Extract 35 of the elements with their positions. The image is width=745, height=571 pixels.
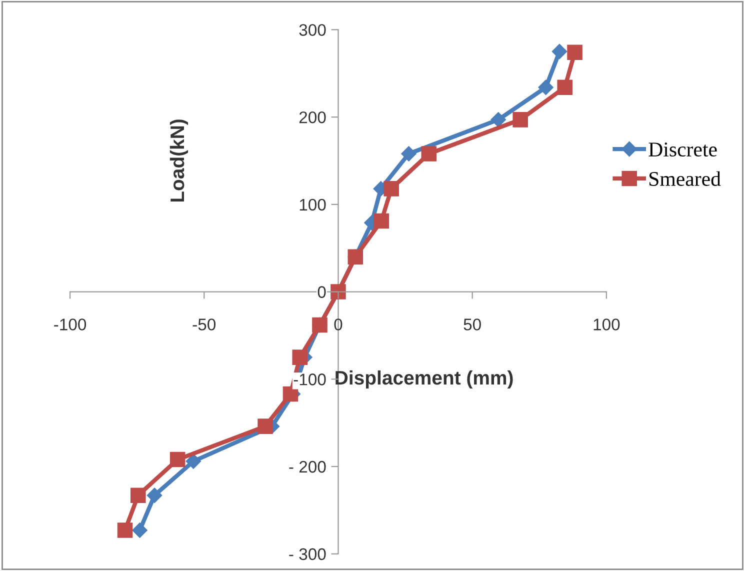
point xyxy=(282,386,298,402)
x-tick-label: 100 xyxy=(594,318,620,330)
point xyxy=(146,488,162,503)
y-axis-title: Load(kN) xyxy=(170,120,188,202)
x-axis-title: Displacement (mm) xyxy=(336,370,513,389)
point xyxy=(292,350,308,365)
point xyxy=(186,454,201,469)
y-tick-label: - 300 xyxy=(289,548,326,560)
y-tick-label: 100 xyxy=(300,198,326,211)
legend-label: Smeared xyxy=(649,171,721,186)
x-tick-label: 0 xyxy=(334,318,342,330)
point xyxy=(512,112,528,128)
point xyxy=(258,418,273,434)
x-tick-label: -100 xyxy=(54,318,86,330)
point xyxy=(132,522,148,538)
point xyxy=(557,80,572,95)
point xyxy=(538,80,554,95)
point xyxy=(401,146,416,162)
y-tick-label: 0 xyxy=(318,286,326,298)
point xyxy=(567,44,582,60)
point xyxy=(552,44,568,60)
legend-label: Discrete xyxy=(648,142,717,157)
point xyxy=(117,522,133,538)
y-tick-label: - 200 xyxy=(289,460,326,473)
x-tick-label: -50 xyxy=(192,318,216,330)
point xyxy=(421,146,437,162)
point xyxy=(384,181,399,196)
point xyxy=(130,488,146,503)
point xyxy=(170,452,186,468)
y-tick-label: 300 xyxy=(299,24,326,36)
x-tick-label: 50 xyxy=(464,318,481,330)
y-tick-label: -100 xyxy=(294,374,326,386)
point xyxy=(490,112,506,128)
point xyxy=(374,213,390,229)
y-tick-label: 200 xyxy=(299,111,326,124)
